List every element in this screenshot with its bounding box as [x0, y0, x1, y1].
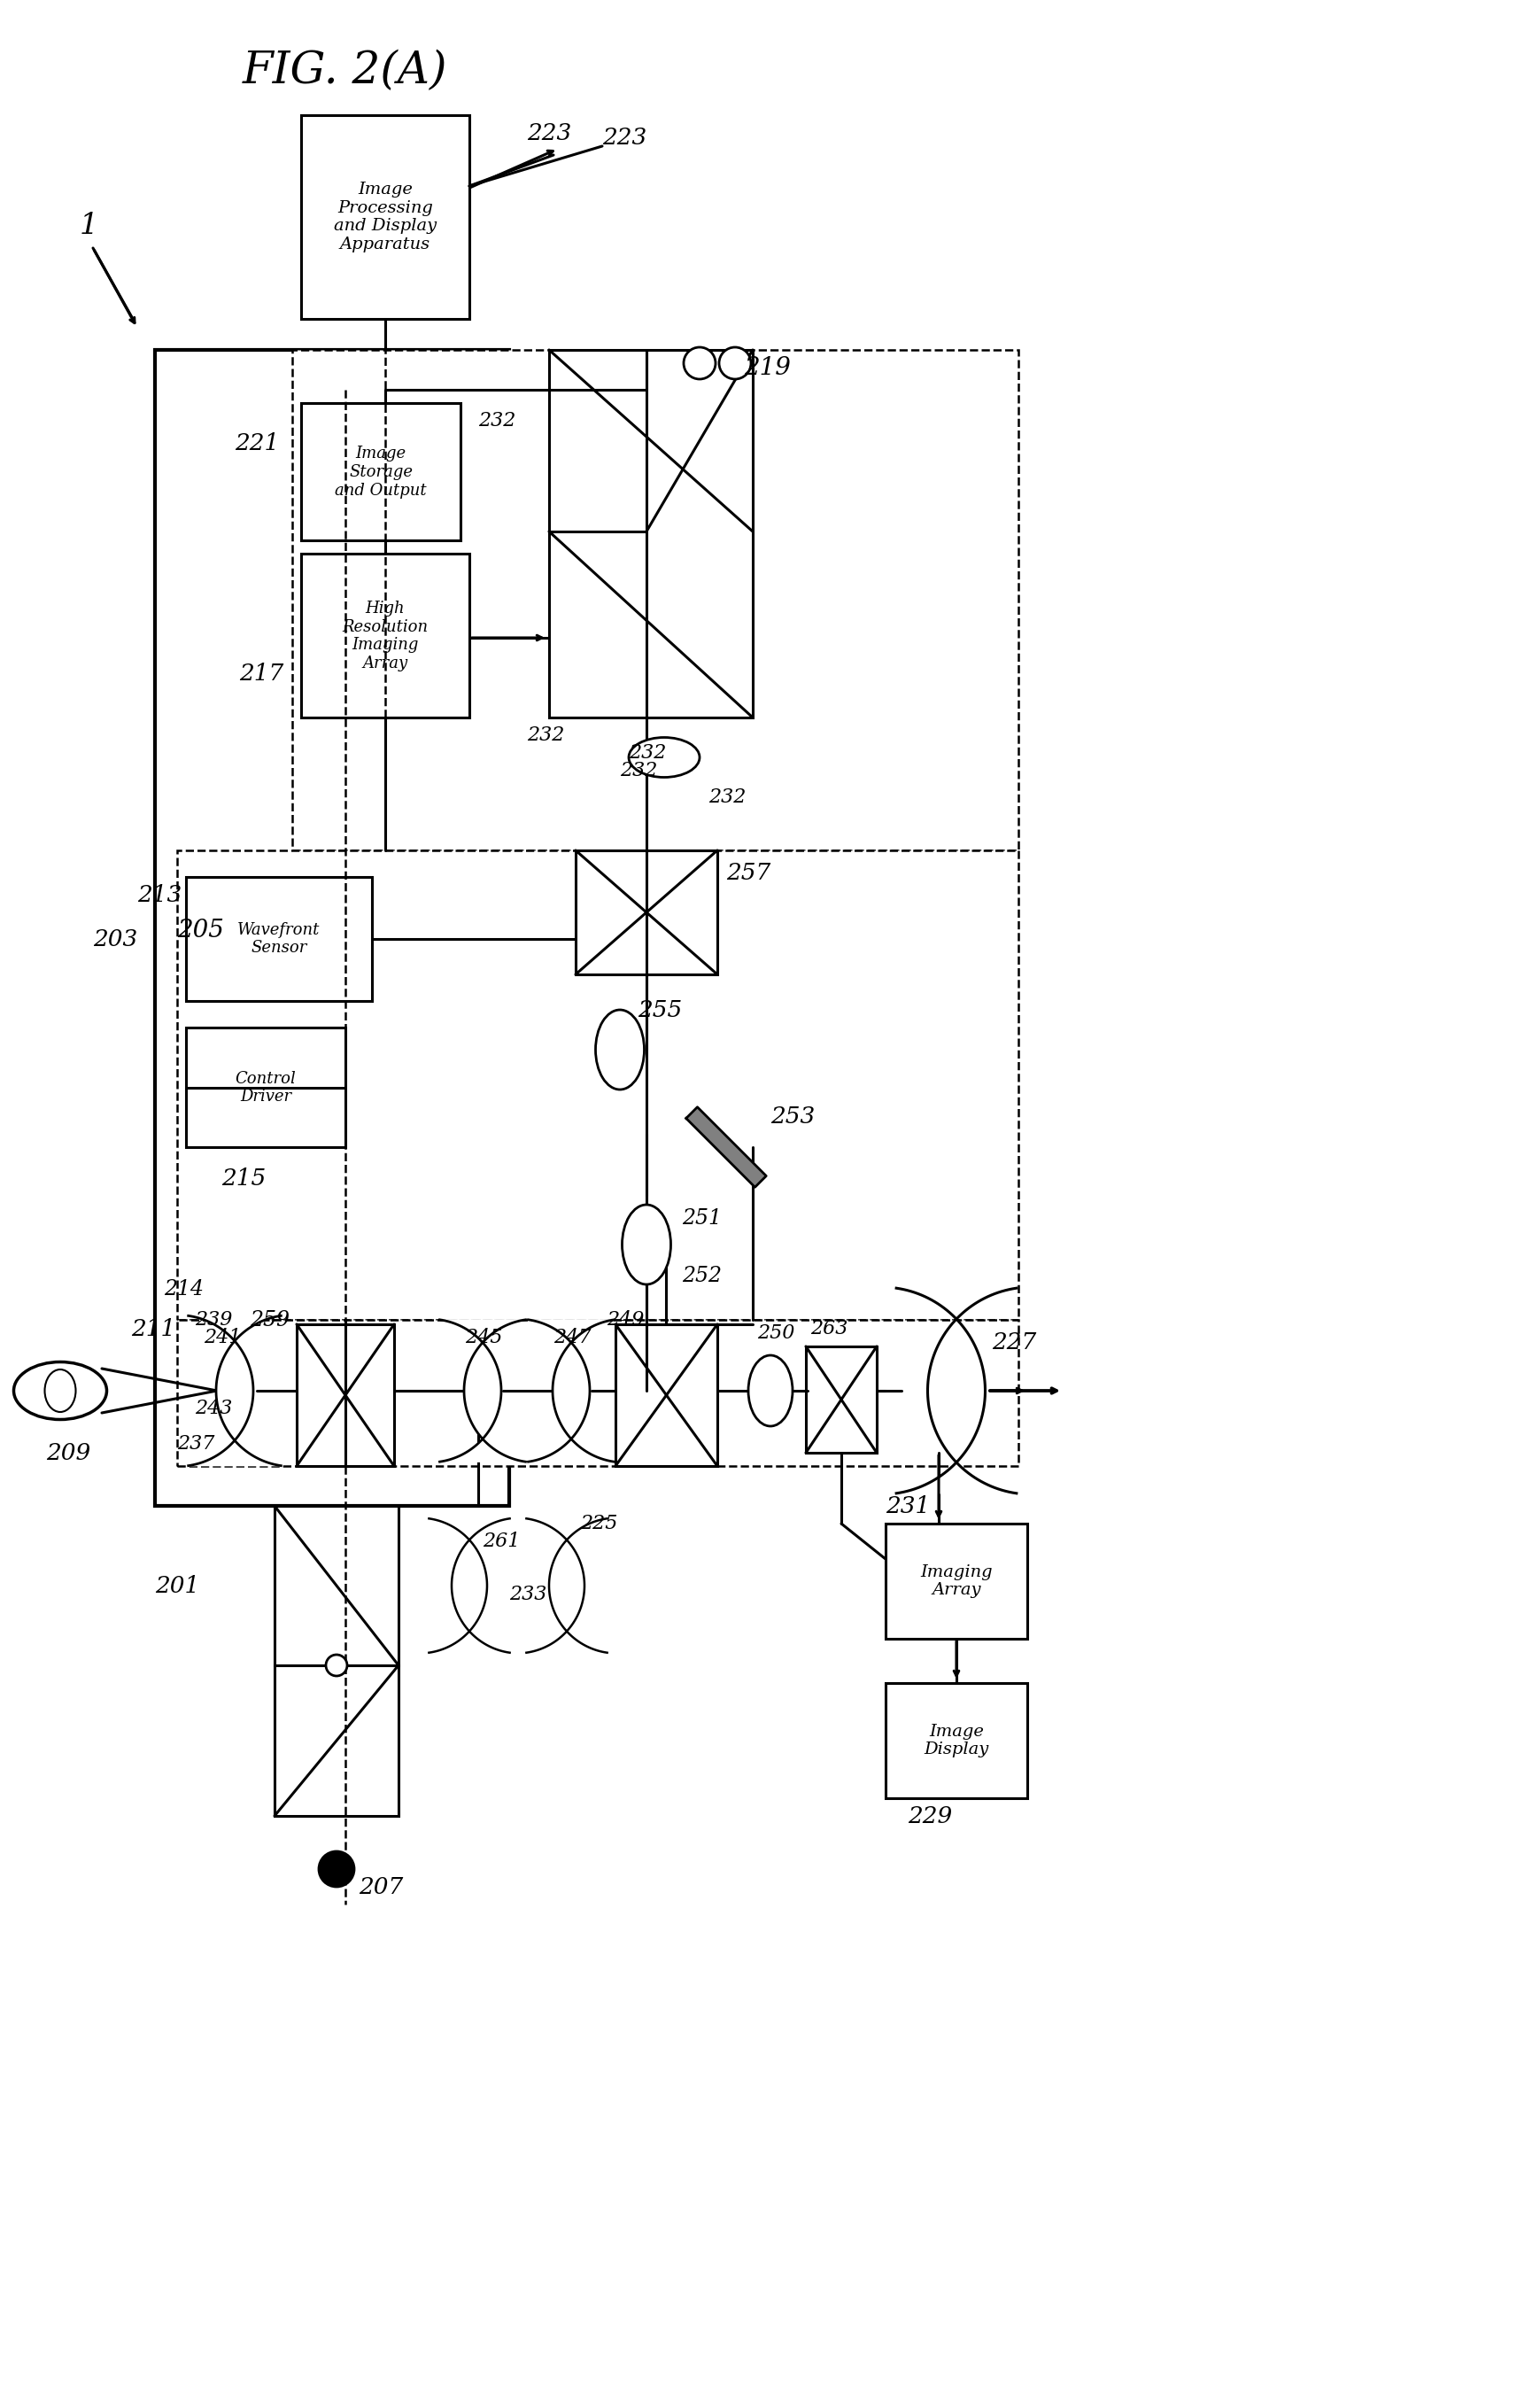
Circle shape [684, 348, 716, 379]
Polygon shape [188, 1316, 280, 1465]
Text: 253: 253 [770, 1105, 815, 1127]
Text: 211: 211 [131, 1318, 176, 1340]
Text: 221: 221 [234, 431, 279, 453]
Text: High
Resolution
Imaging
Array: High Resolution Imaging Array [342, 599, 428, 671]
Text: 217: 217 [239, 662, 283, 683]
Bar [805, 1347, 876, 1453]
Text: Control
Driver: Control Driver [236, 1071, 296, 1105]
Text: 201: 201 [156, 1575, 200, 1596]
Bar [293, 350, 1018, 851]
Text: 259: 259 [249, 1309, 290, 1330]
Bar [177, 851, 1018, 1321]
Circle shape [319, 1850, 354, 1886]
Polygon shape [687, 1107, 767, 1187]
Ellipse shape [628, 738, 699, 777]
Bar [274, 1666, 399, 1817]
Text: Imaging
Array: Imaging Array [921, 1563, 993, 1599]
Polygon shape [430, 1520, 510, 1652]
Text: 1: 1 [79, 211, 99, 240]
Text: 250: 250 [758, 1323, 795, 1342]
Bar [550, 350, 753, 717]
Text: 249: 249 [607, 1311, 644, 1330]
Polygon shape [896, 1287, 1016, 1493]
Circle shape [719, 348, 752, 379]
Ellipse shape [748, 1354, 793, 1426]
Text: 251: 251 [682, 1208, 722, 1227]
Bar [302, 554, 470, 717]
Text: 245: 245 [465, 1328, 502, 1347]
Text: Image
Display: Image Display [924, 1723, 989, 1757]
Bar [886, 1683, 1027, 1798]
Text: FIG. 2(A): FIG. 2(A) [243, 48, 448, 93]
Bar [886, 1524, 1027, 1640]
Ellipse shape [14, 1361, 106, 1419]
Text: 247: 247 [553, 1328, 591, 1347]
Text: 252: 252 [682, 1266, 722, 1285]
Text: 243: 243 [196, 1400, 233, 1419]
Ellipse shape [622, 1206, 671, 1285]
Text: 215: 215 [222, 1167, 266, 1189]
Text: 232: 232 [621, 760, 658, 781]
Text: 232: 232 [479, 410, 516, 431]
Text: 205: 205 [177, 918, 223, 942]
Bar [302, 115, 470, 319]
Text: 209: 209 [46, 1441, 91, 1465]
Bar [274, 1505, 399, 1666]
Bar [616, 1323, 718, 1467]
Text: 223: 223 [527, 122, 571, 144]
Text: 219: 219 [744, 355, 790, 379]
Text: Wavefront
Sensor: Wavefront Sensor [237, 923, 320, 956]
Text: Image
Processing
and Display
Apparatus: Image Processing and Display Apparatus [334, 182, 437, 252]
Text: 232: 232 [527, 726, 565, 745]
Bar [302, 403, 460, 539]
Text: 257: 257 [727, 861, 770, 884]
Bar [576, 851, 718, 976]
Text: 255: 255 [638, 1000, 682, 1021]
Text: 239: 239 [196, 1311, 233, 1330]
Text: 227: 227 [992, 1330, 1036, 1352]
Text: 241: 241 [203, 1328, 242, 1347]
Text: 213: 213 [137, 884, 182, 906]
Text: 229: 229 [907, 1805, 952, 1827]
Text: 233: 233 [510, 1584, 547, 1604]
Polygon shape [440, 1321, 525, 1462]
Text: 261: 261 [482, 1532, 521, 1551]
Text: 232: 232 [628, 743, 667, 762]
Text: 203: 203 [92, 928, 137, 949]
Text: 207: 207 [359, 1877, 403, 1898]
Polygon shape [528, 1321, 614, 1462]
Bar [186, 1028, 345, 1148]
Ellipse shape [596, 1009, 644, 1091]
Ellipse shape [45, 1369, 75, 1412]
Text: 225: 225 [581, 1515, 618, 1534]
Text: 263: 263 [810, 1318, 849, 1338]
Text: 232: 232 [708, 789, 745, 808]
Bar [177, 1321, 1018, 1467]
Polygon shape [527, 1520, 607, 1652]
Circle shape [326, 1654, 347, 1676]
Text: 214: 214 [163, 1278, 203, 1299]
Bar [186, 877, 373, 1002]
Text: Image
Storage
and Output: Image Storage and Output [334, 446, 427, 499]
Text: 223: 223 [602, 127, 647, 149]
Text: 237: 237 [177, 1433, 214, 1453]
Bar [297, 1323, 394, 1467]
Bar [156, 350, 510, 1505]
Text: 231: 231 [886, 1496, 930, 1517]
